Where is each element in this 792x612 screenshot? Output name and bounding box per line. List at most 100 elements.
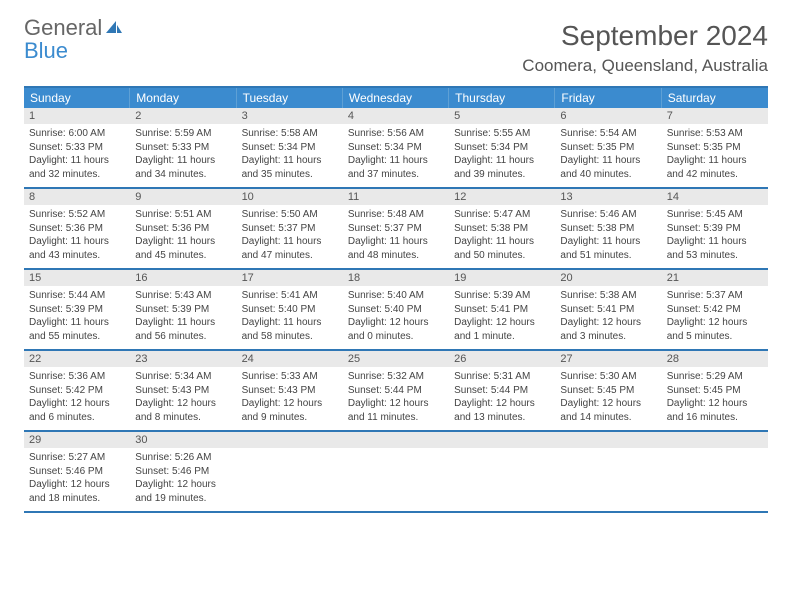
day-number: 14 xyxy=(662,189,768,205)
daylight-line: Daylight: 11 hours xyxy=(242,154,338,168)
month-title: September 2024 xyxy=(522,20,768,52)
daylight-line: Daylight: 12 hours xyxy=(454,397,550,411)
day-cell: Sunrise: 5:54 AMSunset: 5:35 PMDaylight:… xyxy=(555,124,661,187)
day-cell: Sunrise: 5:46 AMSunset: 5:38 PMDaylight:… xyxy=(555,205,661,268)
daylight-line: Daylight: 11 hours xyxy=(560,154,656,168)
daylight-line: Daylight: 12 hours xyxy=(560,316,656,330)
sunset-line: Sunset: 5:45 PM xyxy=(560,384,656,398)
sunset-line: Sunset: 5:43 PM xyxy=(242,384,338,398)
daylight-line: Daylight: 12 hours xyxy=(348,316,444,330)
week-body: Sunrise: 5:44 AMSunset: 5:39 PMDaylight:… xyxy=(24,286,768,349)
daylight-line: and 9 minutes. xyxy=(242,411,338,425)
daylight-line: Daylight: 11 hours xyxy=(135,235,231,249)
daylight-line: and 47 minutes. xyxy=(242,249,338,263)
day-number xyxy=(449,432,555,448)
sunset-line: Sunset: 5:34 PM xyxy=(348,141,444,155)
sunrise-line: Sunrise: 5:27 AM xyxy=(29,451,125,465)
day-number: 18 xyxy=(343,270,449,286)
day-cell: Sunrise: 5:39 AMSunset: 5:41 PMDaylight:… xyxy=(449,286,555,349)
day-number: 10 xyxy=(237,189,343,205)
day-number: 3 xyxy=(237,108,343,124)
sunrise-line: Sunrise: 5:48 AM xyxy=(348,208,444,222)
week-row: 15161718192021Sunrise: 5:44 AMSunset: 5:… xyxy=(24,270,768,351)
sunrise-line: Sunrise: 5:31 AM xyxy=(454,370,550,384)
sunset-line: Sunset: 5:35 PM xyxy=(560,141,656,155)
weekday-monday: Monday xyxy=(130,88,236,108)
week-body: Sunrise: 5:52 AMSunset: 5:36 PMDaylight:… xyxy=(24,205,768,268)
sunrise-line: Sunrise: 5:30 AM xyxy=(560,370,656,384)
location: Coomera, Queensland, Australia xyxy=(522,56,768,76)
day-cell: Sunrise: 5:34 AMSunset: 5:43 PMDaylight:… xyxy=(130,367,236,430)
calendar: SundayMondayTuesdayWednesdayThursdayFrid… xyxy=(24,86,768,513)
week-row: 891011121314Sunrise: 5:52 AMSunset: 5:36… xyxy=(24,189,768,270)
daylight-line: Daylight: 12 hours xyxy=(348,397,444,411)
day-number: 5 xyxy=(449,108,555,124)
daylight-line: Daylight: 12 hours xyxy=(560,397,656,411)
daylight-line: and 37 minutes. xyxy=(348,168,444,182)
daynum-strip: 22232425262728 xyxy=(24,351,768,367)
sunrise-line: Sunrise: 5:55 AM xyxy=(454,127,550,141)
day-number: 19 xyxy=(449,270,555,286)
day-cell: Sunrise: 5:40 AMSunset: 5:40 PMDaylight:… xyxy=(343,286,449,349)
day-number xyxy=(662,432,768,448)
sunset-line: Sunset: 5:44 PM xyxy=(454,384,550,398)
sunset-line: Sunset: 5:39 PM xyxy=(135,303,231,317)
daylight-line: Daylight: 11 hours xyxy=(135,154,231,168)
day-number: 16 xyxy=(130,270,236,286)
daylight-line: Daylight: 11 hours xyxy=(454,235,550,249)
daylight-line: and 3 minutes. xyxy=(560,330,656,344)
day-number xyxy=(343,432,449,448)
sunrise-line: Sunrise: 5:39 AM xyxy=(454,289,550,303)
day-cell: Sunrise: 5:31 AMSunset: 5:44 PMDaylight:… xyxy=(449,367,555,430)
daynum-strip: 1234567 xyxy=(24,108,768,124)
sunset-line: Sunset: 5:45 PM xyxy=(667,384,763,398)
week-body: Sunrise: 5:27 AMSunset: 5:46 PMDaylight:… xyxy=(24,448,768,511)
daylight-line: and 56 minutes. xyxy=(135,330,231,344)
day-number: 26 xyxy=(449,351,555,367)
sunset-line: Sunset: 5:41 PM xyxy=(454,303,550,317)
daylight-line: and 35 minutes. xyxy=(242,168,338,182)
weekday-friday: Friday xyxy=(555,88,661,108)
day-cell xyxy=(555,448,661,511)
day-number: 12 xyxy=(449,189,555,205)
day-number: 4 xyxy=(343,108,449,124)
sunset-line: Sunset: 5:44 PM xyxy=(348,384,444,398)
sunrise-line: Sunrise: 5:26 AM xyxy=(135,451,231,465)
daylight-line: and 51 minutes. xyxy=(560,249,656,263)
daylight-line: Daylight: 11 hours xyxy=(242,316,338,330)
sunrise-line: Sunrise: 5:54 AM xyxy=(560,127,656,141)
day-cell: Sunrise: 5:48 AMSunset: 5:37 PMDaylight:… xyxy=(343,205,449,268)
sunset-line: Sunset: 5:35 PM xyxy=(667,141,763,155)
daynum-strip: 15161718192021 xyxy=(24,270,768,286)
title-block: September 2024 Coomera, Queensland, Aust… xyxy=(522,20,768,76)
day-number: 23 xyxy=(130,351,236,367)
day-cell: Sunrise: 5:45 AMSunset: 5:39 PMDaylight:… xyxy=(662,205,768,268)
daylight-line: and 45 minutes. xyxy=(135,249,231,263)
day-number: 28 xyxy=(662,351,768,367)
day-cell: Sunrise: 5:30 AMSunset: 5:45 PMDaylight:… xyxy=(555,367,661,430)
day-number: 25 xyxy=(343,351,449,367)
day-cell: Sunrise: 5:58 AMSunset: 5:34 PMDaylight:… xyxy=(237,124,343,187)
logo: General Blue xyxy=(24,20,124,60)
sunrise-line: Sunrise: 5:32 AM xyxy=(348,370,444,384)
day-cell: Sunrise: 5:41 AMSunset: 5:40 PMDaylight:… xyxy=(237,286,343,349)
sunset-line: Sunset: 5:34 PM xyxy=(242,141,338,155)
day-number: 17 xyxy=(237,270,343,286)
day-number: 20 xyxy=(555,270,661,286)
daylight-line: and 55 minutes. xyxy=(29,330,125,344)
daylight-line: Daylight: 12 hours xyxy=(667,316,763,330)
header: General Blue September 2024 Coomera, Que… xyxy=(24,20,768,76)
day-cell: Sunrise: 5:43 AMSunset: 5:39 PMDaylight:… xyxy=(130,286,236,349)
day-number: 21 xyxy=(662,270,768,286)
day-cell: Sunrise: 5:33 AMSunset: 5:43 PMDaylight:… xyxy=(237,367,343,430)
sunset-line: Sunset: 5:33 PM xyxy=(135,141,231,155)
sunrise-line: Sunrise: 6:00 AM xyxy=(29,127,125,141)
day-number: 13 xyxy=(555,189,661,205)
day-number: 24 xyxy=(237,351,343,367)
day-cell xyxy=(662,448,768,511)
sunrise-line: Sunrise: 5:41 AM xyxy=(242,289,338,303)
day-number: 29 xyxy=(24,432,130,448)
day-cell: Sunrise: 5:27 AMSunset: 5:46 PMDaylight:… xyxy=(24,448,130,511)
sunset-line: Sunset: 5:33 PM xyxy=(29,141,125,155)
daylight-line: Daylight: 11 hours xyxy=(667,154,763,168)
